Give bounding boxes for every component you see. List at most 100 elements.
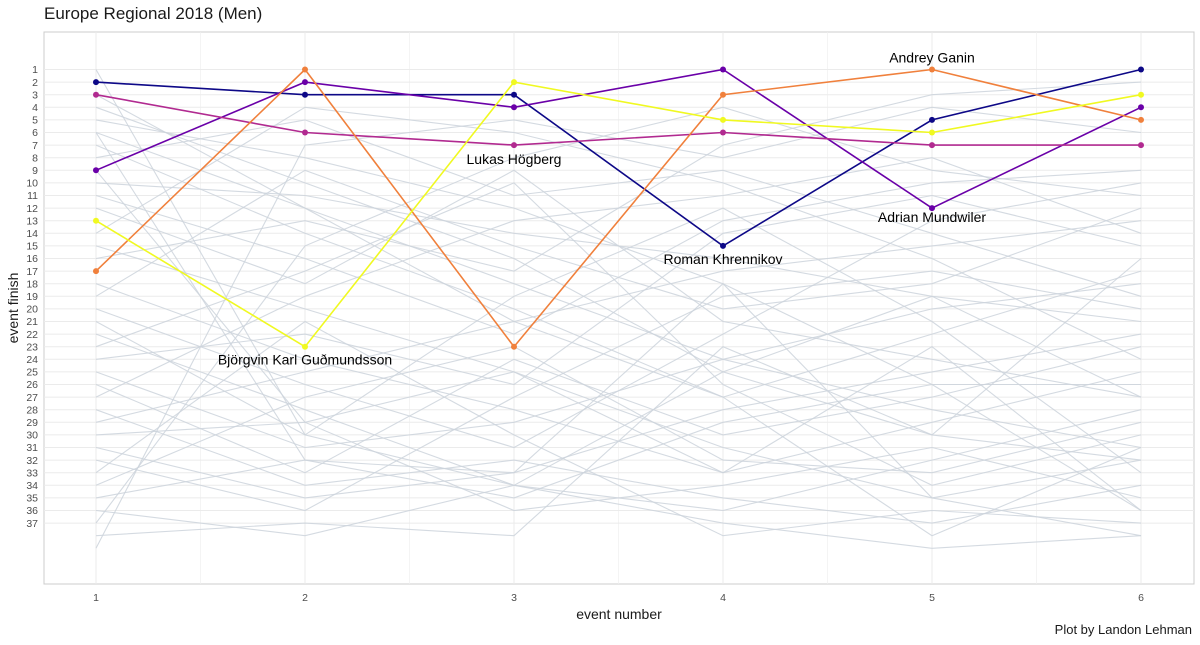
- y-axis-title: event finish: [5, 273, 21, 344]
- x-tick-label: 4: [720, 592, 726, 604]
- y-tick-label: 29: [26, 417, 38, 429]
- y-tick-label: 26: [26, 379, 38, 391]
- series-point: [511, 104, 517, 111]
- series-point: [929, 142, 935, 149]
- series-point: [720, 116, 726, 123]
- series-point: [302, 91, 308, 98]
- y-tick-label: 6: [32, 127, 38, 139]
- y-tick-label: 36: [26, 505, 38, 517]
- series-label: Lukas Högberg: [467, 151, 562, 167]
- highlighted-series-line: [95, 68, 1142, 247]
- series-point: [929, 205, 935, 212]
- y-tick-label: 30: [26, 430, 38, 442]
- series-point: [720, 242, 726, 249]
- y-tick-label: 9: [32, 165, 38, 177]
- y-tick-labels: 1234567891011121314151617181920212223242…: [26, 64, 38, 530]
- y-tick-label: 11: [27, 190, 38, 202]
- series-point: [720, 91, 726, 98]
- series-point: [1138, 91, 1144, 98]
- series-point: [302, 66, 308, 73]
- y-tick-label: 33: [26, 467, 38, 479]
- y-tick-label: 16: [26, 253, 38, 265]
- background-series-line: [95, 346, 1142, 474]
- highlighted-series-line: [95, 68, 1142, 210]
- y-tick-label: 19: [26, 291, 38, 303]
- y-tick-label: 10: [26, 178, 38, 190]
- y-tick-label: 21: [26, 316, 38, 328]
- background-series-line: [95, 409, 1142, 524]
- series-point: [511, 142, 517, 149]
- series-label: Björgvin Karl Guðmundsson: [218, 352, 392, 368]
- background-lines-layer: [95, 69, 1142, 549]
- background-series-line: [95, 346, 1142, 486]
- y-tick-label: 32: [26, 455, 38, 467]
- background-series-line: [95, 484, 1142, 549]
- background-series-line: [95, 182, 1142, 486]
- y-tick-label: 15: [26, 241, 38, 253]
- series-point: [720, 66, 726, 73]
- background-series-line: [95, 207, 1142, 474]
- series-point: [93, 217, 99, 224]
- series-point: [302, 343, 308, 350]
- series-point: [929, 129, 935, 136]
- background-series-line: [95, 169, 1142, 310]
- background-series-line: [95, 144, 1142, 398]
- series-label: Adrian Mundwiler: [878, 209, 986, 225]
- y-tick-label: 14: [26, 228, 38, 240]
- y-tick-label: 17: [26, 266, 38, 278]
- y-tick-label: 18: [26, 278, 38, 290]
- background-series-line: [95, 245, 1142, 537]
- y-tick-label: 34: [26, 480, 38, 492]
- y-tick-label: 12: [26, 203, 38, 215]
- series-point: [1138, 142, 1144, 149]
- background-series-line: [95, 320, 1142, 537]
- series-label: Roman Khrennikov: [663, 251, 782, 267]
- x-tick-label: 6: [1138, 592, 1144, 604]
- series-point: [302, 79, 308, 86]
- y-tick-label: 37: [26, 518, 38, 530]
- y-tick-label: 4: [32, 102, 38, 114]
- background-series-line: [95, 383, 1141, 499]
- y-tick-label: 1: [32, 64, 38, 76]
- series-label: Andrey Ganin: [889, 50, 975, 66]
- series-point: [1138, 116, 1144, 123]
- background-series-line: [95, 106, 1142, 524]
- x-tick-label: 1: [93, 592, 99, 604]
- y-tick-label: 23: [26, 341, 38, 353]
- highlighted-series-line: [95, 81, 1142, 348]
- y-tick-label: 28: [26, 404, 38, 416]
- series-point: [93, 268, 99, 275]
- series-point: [93, 167, 99, 174]
- series-point: [511, 343, 517, 350]
- y-tick-label: 3: [32, 89, 38, 101]
- background-series-line: [95, 258, 1142, 537]
- y-tick-label: 2: [32, 77, 38, 89]
- background-series-line: [95, 131, 1142, 449]
- background-series-line: [95, 106, 1142, 360]
- x-tick-label: 2: [302, 592, 308, 604]
- series-point: [1138, 66, 1144, 73]
- x-axis-title: event number: [576, 606, 662, 622]
- x-tick-label: 5: [929, 592, 935, 604]
- background-series-line: [95, 106, 1142, 461]
- series-point: [302, 129, 308, 136]
- series-point: [511, 91, 517, 98]
- background-series-line: [95, 421, 1142, 512]
- series-labels-layer: Roman Khrennikov Adrian Mundwiler Andrey G…: [218, 50, 987, 368]
- background-series-line: [95, 169, 1142, 511]
- y-tick-label: 5: [32, 115, 38, 127]
- x-tick-label: 3: [511, 592, 517, 604]
- y-tick-label: 13: [26, 215, 38, 227]
- background-series-line: [95, 94, 1142, 537]
- series-point: [93, 79, 99, 86]
- chart-title: Europe Regional 2018 (Men): [44, 4, 263, 23]
- background-series-line: [95, 69, 1142, 486]
- background-series-line: [95, 194, 1142, 386]
- y-tick-label: 20: [26, 304, 38, 316]
- caption: Plot by Landon Lehman: [1054, 622, 1192, 637]
- background-series-line: [95, 283, 1142, 449]
- y-tick-label: 27: [26, 392, 38, 404]
- series-point: [93, 91, 99, 98]
- y-tick-label: 7: [32, 140, 38, 152]
